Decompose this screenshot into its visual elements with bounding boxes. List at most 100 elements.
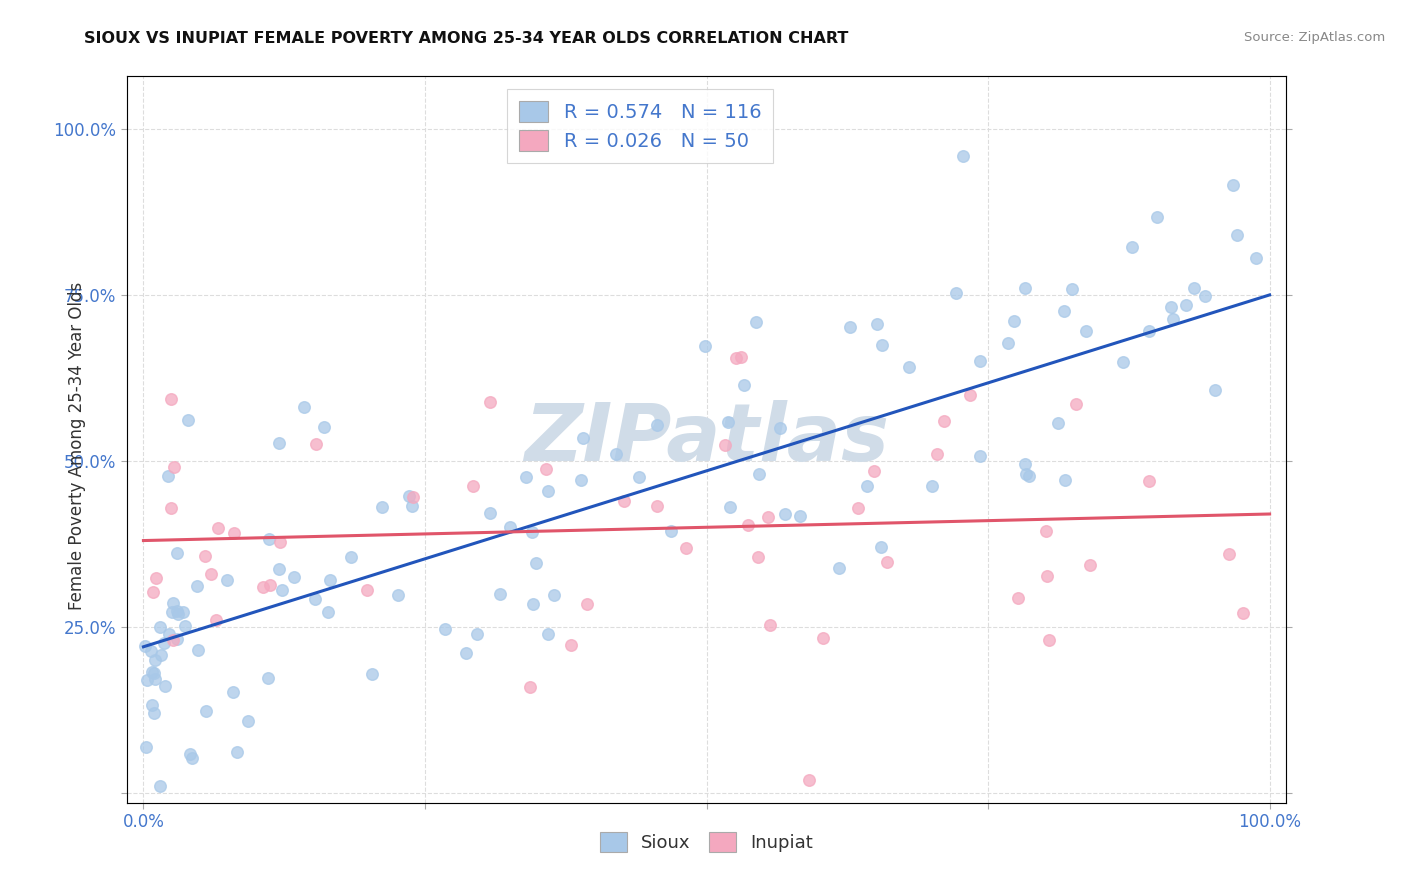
Point (838, 320, 860, 334)
Point (627, 470, 650, 484)
Point (1137, 325, 1160, 339)
Point (283, 570, 305, 584)
Point (142, 585, 165, 599)
Point (519, 680, 541, 694)
Point (149, 619, 172, 633)
Point (252, 580, 274, 594)
Point (371, 500, 394, 515)
Point (166, 546, 188, 560)
Point (236, 714, 259, 728)
Point (1160, 301, 1182, 315)
Point (1226, 227, 1249, 242)
Point (339, 549, 361, 564)
Point (718, 500, 741, 515)
Point (1112, 355, 1135, 369)
Point (176, 413, 198, 427)
Point (1015, 467, 1038, 481)
Text: ZIPatlas: ZIPatlas (524, 401, 889, 478)
Point (398, 489, 420, 503)
Point (756, 509, 779, 524)
Point (271, 583, 294, 598)
Point (733, 378, 755, 392)
Point (1038, 633, 1060, 648)
Point (537, 483, 560, 498)
Point (153, 679, 176, 693)
Point (489, 587, 512, 601)
Point (1002, 314, 1025, 328)
Point (304, 592, 326, 607)
Point (292, 401, 315, 415)
Point (870, 337, 893, 351)
Point (194, 705, 217, 719)
Point (153, 635, 176, 649)
Point (537, 627, 560, 641)
Point (769, 421, 792, 435)
Point (927, 447, 949, 461)
Point (748, 467, 770, 481)
Point (1053, 473, 1076, 487)
Point (387, 588, 409, 602)
Point (259, 532, 281, 546)
Point (969, 450, 991, 464)
Text: Source: ZipAtlas.com: Source: ZipAtlas.com (1244, 31, 1385, 45)
Point (172, 605, 194, 619)
Point (135, 739, 157, 754)
Point (932, 414, 955, 428)
Text: SIOUX VS INUPIAT FEMALE POVERTY AMONG 25-34 YEAR OLDS CORRELATION CHART: SIOUX VS INUPIAT FEMALE POVERTY AMONG 25… (84, 31, 849, 46)
Point (267, 562, 290, 576)
Point (319, 573, 342, 587)
Point (166, 632, 188, 647)
Point (1232, 606, 1254, 620)
Point (613, 493, 636, 508)
Point (162, 633, 184, 648)
Point (162, 605, 184, 619)
Point (714, 437, 737, 451)
Point (149, 779, 172, 793)
Point (572, 431, 595, 445)
Point (522, 598, 544, 612)
Point (828, 561, 851, 575)
Point (356, 583, 378, 598)
Point (361, 667, 384, 681)
Point (134, 639, 156, 653)
Point (159, 500, 181, 515)
Legend: Sioux, Inupiat: Sioux, Inupiat (592, 825, 821, 859)
Point (163, 459, 186, 474)
Point (1139, 475, 1161, 489)
Point (141, 698, 163, 712)
Point (969, 354, 991, 368)
Point (605, 447, 627, 461)
Point (1007, 591, 1029, 606)
Point (724, 351, 747, 365)
Point (156, 469, 179, 483)
Point (897, 359, 920, 374)
Point (1080, 558, 1102, 573)
Point (543, 588, 565, 602)
Point (745, 315, 768, 329)
Point (759, 618, 782, 632)
Point (222, 685, 245, 699)
Point (135, 673, 157, 687)
Point (811, 632, 834, 646)
Point (1194, 288, 1216, 302)
Point (576, 597, 599, 611)
Point (1161, 312, 1184, 326)
Point (1046, 416, 1069, 430)
Point (1121, 240, 1143, 254)
Point (737, 518, 759, 533)
Point (205, 614, 228, 628)
Point (1222, 178, 1244, 193)
Point (433, 622, 456, 636)
Point (215, 573, 238, 587)
Point (1018, 469, 1040, 483)
Point (479, 506, 502, 520)
Point (797, 772, 820, 787)
Point (571, 473, 593, 487)
Point (166, 604, 188, 618)
Point (207, 521, 229, 535)
Point (141, 644, 163, 658)
Point (789, 508, 811, 523)
Point (869, 540, 891, 554)
Point (200, 567, 222, 582)
Point (1244, 252, 1267, 266)
